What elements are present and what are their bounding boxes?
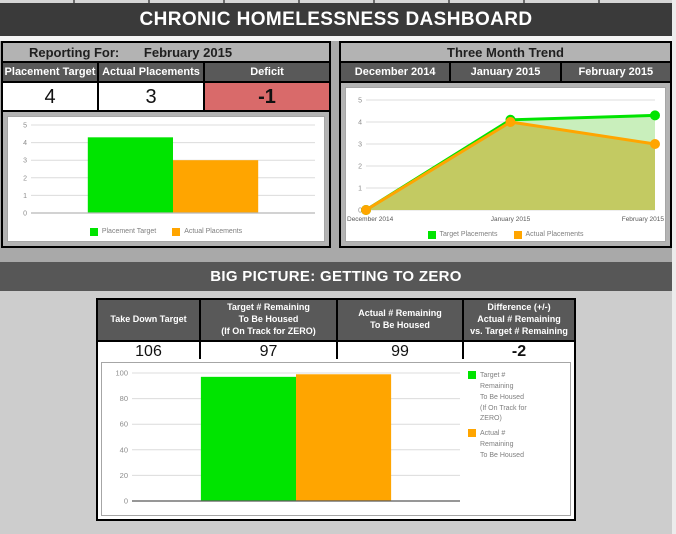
legend-label: Actual Placements <box>184 228 243 235</box>
svg-text:December 2014: December 2014 <box>347 216 394 223</box>
svg-text:0: 0 <box>23 211 27 218</box>
legend-item: Actual Placements <box>172 228 242 236</box>
svg-text:2: 2 <box>23 175 27 182</box>
value-difference: -2 <box>464 342 574 361</box>
monthly-table-values: 4 3 -1 <box>3 83 329 112</box>
svg-text:1: 1 <box>358 186 362 193</box>
value-actual-placements: 3 <box>99 83 205 110</box>
zero-table-values: 106 97 99 -2 <box>98 340 574 361</box>
legend-item: Actual Placements <box>513 231 584 239</box>
value-placement-target: 4 <box>3 83 99 110</box>
legend-swatch <box>172 228 181 236</box>
svg-text:3: 3 <box>23 158 27 165</box>
svg-text:0: 0 <box>124 497 128 506</box>
legend-swatch <box>468 371 476 379</box>
header-take-down-target: Take Down Target <box>98 300 201 340</box>
header-target-remaining: Target # Remaining To Be Housed (If On T… <box>201 300 338 340</box>
legend-swatch <box>89 228 98 236</box>
legend-item: Actual # Remaining To Be Housed <box>468 429 562 462</box>
legend-item: Placement Target <box>89 228 157 236</box>
trend-month-header: December 2014 January 2015 February 2015 <box>341 63 670 83</box>
title-divider <box>0 36 672 41</box>
reporting-for-row: Reporting For: February 2015 <box>3 43 329 63</box>
value-actual-remaining: 99 <box>338 342 464 361</box>
trend-month-february: February 2015 <box>578 66 654 78</box>
svg-text:1: 1 <box>23 193 27 200</box>
monthly-bar-chart: 0 1 2 3 4 5 Placement Target Actual Placements <box>7 116 325 242</box>
svg-text:2: 2 <box>358 164 362 171</box>
zero-chart-panel: 0 20 40 60 80 100 Target # Remaining To Be Ho… <box>96 359 576 521</box>
zero-table-header: Take Down Target Target # Remaining To B… <box>98 300 574 340</box>
dashboard-title: CHRONIC HOMELESSNESS DASHBOARD <box>139 8 533 30</box>
header-placement-target: Placement Target <box>3 63 99 81</box>
svg-text:100: 100 <box>115 369 128 378</box>
svg-text:40: 40 <box>120 445 128 454</box>
svg-text:80: 80 <box>120 394 128 403</box>
legend-label: Target Placements <box>439 231 498 238</box>
header-difference: Difference (+/-) Actual # Remaining vs. … <box>470 302 568 336</box>
zero-chart-legend: Target # Remaining To Be Housed (If On T… <box>464 363 564 515</box>
zero-bar-chart: 0 20 40 60 80 100 Target # Remaining To Be Ho… <box>101 362 571 516</box>
header-deficit: Deficit <box>250 66 284 78</box>
reporting-month-cell[interactable]: February 2015 <box>143 45 233 60</box>
trend-line-chart: 0 1 2 3 4 5 December 2014 January 2015 February … <box>345 87 666 242</box>
trend-title: Three Month Trend <box>447 45 564 60</box>
monthly-table-header: Placement Target Actual Placements Defic… <box>3 63 329 83</box>
svg-text:4: 4 <box>358 120 362 127</box>
svg-text:February 2015: February 2015 <box>622 216 665 223</box>
trend-panel: Three Month Trend December 2014 January … <box>339 41 672 248</box>
excel-column-strip <box>0 0 672 3</box>
reporting-for-label: Reporting For: <box>29 45 120 60</box>
big-picture-bar: BIG PICTURE: GETTING TO ZERO <box>0 262 672 291</box>
legend-label: Actual Placements <box>525 231 584 238</box>
legend-swatch <box>468 429 476 438</box>
header-actual-remaining: Actual # Remaining To Be Housed <box>338 300 464 340</box>
legend-item: Target # Remaining To Be Housed (If On T… <box>468 371 562 425</box>
big-picture-title: BIG PICTURE: GETTING TO ZERO <box>210 268 462 285</box>
value-target-remaining: 97 <box>201 342 338 361</box>
svg-text:5: 5 <box>23 123 27 130</box>
svg-text:0: 0 <box>358 208 362 215</box>
zero-bar-plot: 0 20 40 60 80 100 <box>102 363 464 515</box>
svg-text:20: 20 <box>120 471 128 480</box>
trend-title-row: Three Month Trend <box>341 43 670 63</box>
monthly-chart-legend: Placement Target Actual Placements <box>89 224 242 240</box>
trend-month-december: December 2014 <box>341 63 452 81</box>
legend-label: Actual # Remaining To Be Housed <box>480 430 524 459</box>
legend-item: Target Placements <box>427 231 498 239</box>
monthly-bar-plot: 0 1 2 3 4 5 <box>9 117 323 224</box>
legend-swatch <box>427 231 436 239</box>
svg-text:4: 4 <box>23 140 27 147</box>
trend-chart-legend: Target Placements Actual Placements <box>427 229 584 241</box>
legend-label: Target # Remaining To Be Housed (If On T… <box>480 372 527 423</box>
trend-month-january: January 2015 <box>451 63 562 81</box>
svg-text:January 2015: January 2015 <box>491 216 531 223</box>
dashboard-title-bar: CHRONIC HOMELESSNESS DASHBOARD <box>0 3 672 36</box>
svg-text:5: 5 <box>358 98 362 105</box>
svg-text:3: 3 <box>358 142 362 149</box>
trend-line-plot: 0 1 2 3 4 5 December 2014 January 2015 February … <box>346 88 665 229</box>
legend-label: Placement Target <box>101 228 157 235</box>
value-deficit: -1 <box>205 83 329 110</box>
legend-swatch <box>513 231 522 239</box>
right-edge-strip <box>672 0 676 534</box>
zero-table: Take Down Target Target # Remaining To B… <box>96 298 576 363</box>
header-actual-placements: Actual Placements <box>99 63 205 81</box>
monthly-panel: Reporting For: February 2015 Placement T… <box>1 41 331 248</box>
value-take-down-target: 106 <box>98 342 201 361</box>
svg-text:60: 60 <box>120 420 128 429</box>
